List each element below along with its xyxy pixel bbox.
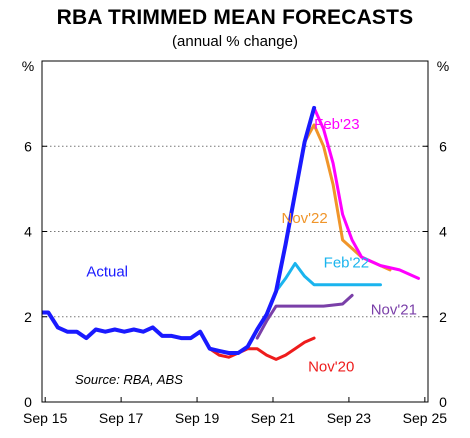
- y-unit-left: %: [22, 58, 34, 74]
- x-tick-label: Sep 19: [175, 410, 220, 426]
- series-label-nov20: Nov'20: [308, 358, 354, 375]
- y-tick-label-left: 0: [24, 394, 32, 410]
- series-line-feb23: [312, 106, 420, 280]
- series-line-nov20: [208, 336, 316, 361]
- source-note: Source: RBA, ABS: [75, 372, 183, 387]
- series-labels: Actual Feb'23 Nov'22 Feb'22 Nov'21 Nov'20: [86, 116, 417, 375]
- y-tick-label-right: 2: [439, 309, 447, 325]
- series-line-feb22: [274, 262, 382, 293]
- y-tick-label-right: 6: [439, 138, 447, 154]
- y-axis-left: 0 2 4 6: [24, 138, 47, 410]
- chart-subtitle: (annual % change): [172, 33, 298, 50]
- series-lines: [42, 105, 420, 361]
- y-tick-label-left: 6: [24, 138, 32, 154]
- series-line-actual: [42, 105, 317, 355]
- x-tick-label: Sep 15: [23, 410, 68, 426]
- x-tick-label: Sep 23: [327, 410, 372, 426]
- y-unit-right: %: [437, 58, 449, 74]
- y-tick-label-right: 0: [439, 394, 447, 410]
- y-axis-right: 0 2 4 6: [423, 138, 447, 410]
- x-axis: Sep 15 Sep 17 Sep 19 Sep 21 Sep 23 Sep 25: [23, 397, 447, 426]
- y-tick-label-left: 4: [24, 224, 32, 240]
- y-tick-label-right: 4: [439, 224, 447, 240]
- series-label-nov22: Nov'22: [281, 210, 327, 227]
- chart-title: RBA TRIMMED MEAN FORECASTS: [56, 6, 414, 29]
- x-tick-label: Sep 17: [99, 410, 144, 426]
- series-label-feb23: Feb'23: [314, 116, 359, 133]
- x-tick-label: Sep 25: [403, 410, 448, 426]
- y-tick-label-left: 2: [24, 309, 32, 325]
- series-line-nov21: [255, 293, 354, 340]
- series-label-nov21: Nov'21: [371, 302, 417, 319]
- x-tick-label: Sep 21: [251, 410, 296, 426]
- gridlines: [42, 145, 428, 318]
- series-label-feb22: Feb'22: [324, 255, 369, 272]
- series-label-actual: Actual: [86, 263, 128, 280]
